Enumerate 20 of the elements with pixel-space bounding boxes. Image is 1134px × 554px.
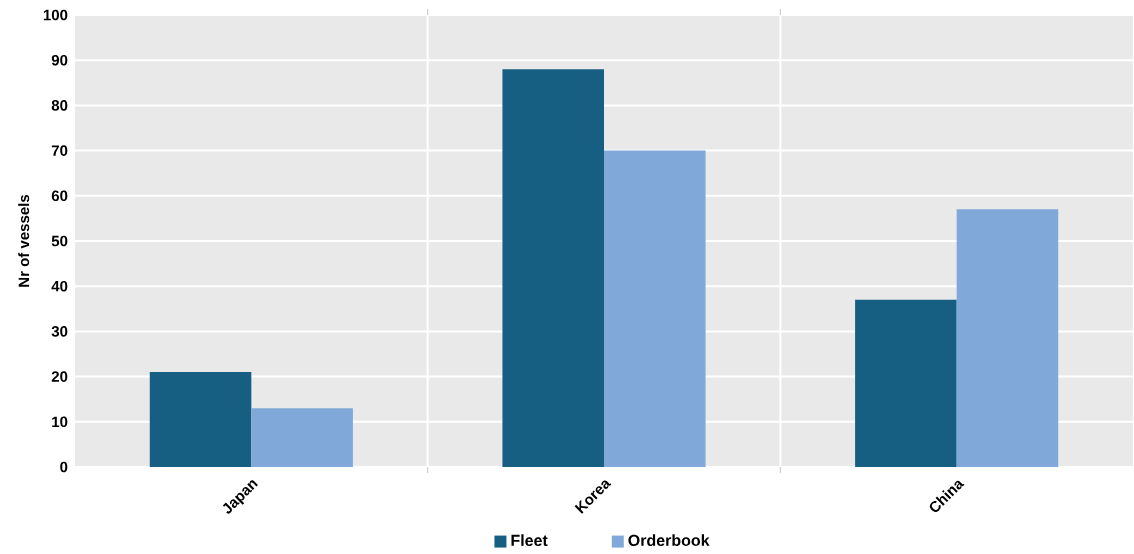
- bar: [149, 372, 252, 467]
- y-tick-label: 20: [51, 371, 68, 382]
- legend-label: Orderbook: [628, 534, 710, 547]
- y-tick-label: 70: [51, 145, 68, 156]
- y-tick-label: 40: [51, 280, 68, 292]
- bar: [502, 69, 604, 467]
- y-tick-label: 10: [52, 416, 68, 428]
- legend-label: Fleet: [511, 534, 548, 547]
- y-tick-label: 100: [43, 9, 68, 21]
- y-tick-label: 30: [51, 326, 68, 337]
- bar: [956, 209, 1059, 467]
- y-axis-title: Nr of vessels: [18, 194, 30, 287]
- bar: [251, 408, 353, 467]
- y-tick-label: 60: [51, 190, 68, 202]
- y-tick-label: 90: [51, 54, 68, 66]
- y-tick-label: 80: [51, 100, 68, 111]
- y-tick-label: 0: [60, 461, 68, 473]
- bar: [855, 299, 957, 467]
- bar: [604, 150, 706, 467]
- y-tick-label: 50: [51, 235, 68, 247]
